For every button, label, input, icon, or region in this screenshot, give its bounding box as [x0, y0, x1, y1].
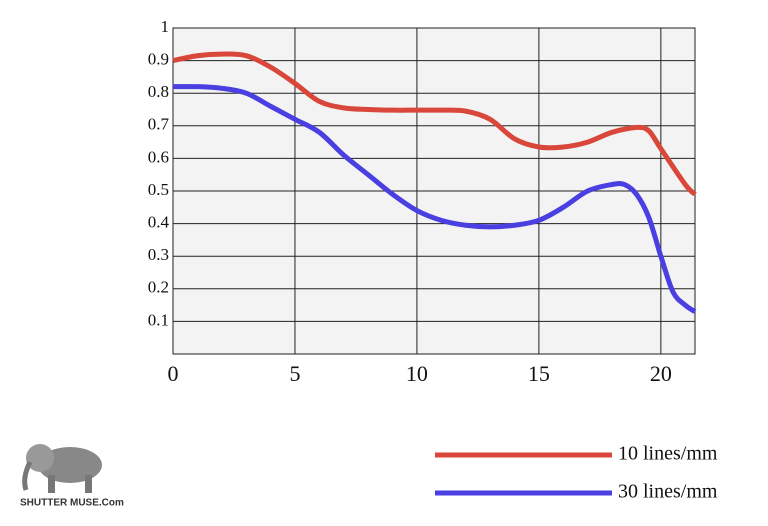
y-tick-label: 0.3: [148, 245, 169, 264]
y-tick-label: 0.9: [148, 50, 169, 69]
series-line: [172, 84, 697, 314]
y-tick-label: 0.4: [148, 213, 170, 232]
y-tick-label: 0.5: [148, 180, 169, 199]
x-tick-label: 15: [528, 361, 550, 386]
y-tick-label: 0.1: [148, 310, 169, 329]
series-line: [172, 51, 697, 197]
watermark: SHUTTER MUSE.Com: [20, 498, 124, 509]
legend-label: 10 lines/mm: [618, 443, 718, 465]
y-tick-label: 0.7: [148, 115, 170, 134]
x-tick-label: 10: [406, 361, 428, 386]
y-tick-label: 0.8: [148, 82, 169, 101]
legend-label: 30 lines/mm: [618, 481, 718, 503]
y-tick-label: 1: [161, 17, 170, 36]
plot-border: [172, 27, 696, 355]
x-tick-label: 20: [650, 361, 672, 386]
x-tick-label: 5: [289, 361, 300, 386]
y-tick-label: 0.6: [148, 147, 169, 166]
y-tick-label: 0.2: [148, 278, 169, 297]
logo: [22, 444, 102, 493]
x-tick-label: 0: [168, 361, 179, 386]
